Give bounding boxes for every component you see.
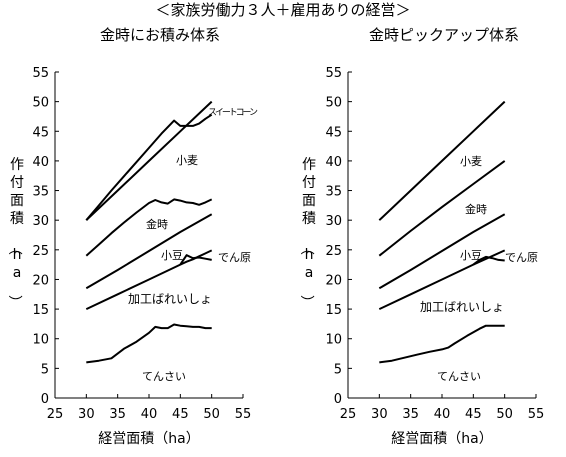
chart-panel-1: 金時にお積み体系 0 5 10 15 20 25 30 35 40 45 50 55 25 30 35 40 45… (6, 26, 258, 447)
series-line (379, 324, 505, 364)
series-label: 加工ばれいしょ (128, 292, 212, 306)
series-line (85, 213, 213, 290)
series-line (378, 213, 506, 290)
series-label: でん原 (505, 251, 538, 264)
y-tick-label: 0 (334, 392, 342, 407)
x-tick-label: 30 (371, 407, 388, 422)
y-tick-label: 40 (32, 155, 49, 170)
y-tick-label: 5 (334, 362, 342, 377)
y-axis-label: 作付面積（h a） (6, 157, 24, 309)
series-label: 金時 (465, 202, 487, 216)
y-tick-label: 50 (32, 96, 49, 111)
series-label: でん原 (218, 251, 251, 264)
series-label: 小麦 (460, 155, 482, 168)
series-label: 小豆 (161, 249, 183, 262)
x-tick-label: 25 (340, 407, 357, 422)
y-tick-label: 30 (32, 214, 49, 229)
series-label: てんさい (142, 370, 186, 383)
x-tick-label: 40 (434, 407, 451, 422)
y-tick-label: 10 (32, 333, 49, 348)
series-line (85, 100, 213, 221)
x-axis-label: 経営面積（ha） (391, 431, 492, 447)
x-tick-label: 55 (528, 407, 545, 422)
y-tick-label: 5 (41, 362, 49, 377)
series-line (378, 100, 506, 221)
y-tick-label: 45 (325, 125, 342, 140)
series-label: 小麦 (176, 154, 198, 167)
y-tick-label: 25 (32, 244, 49, 259)
y-tick-label: 30 (325, 214, 342, 229)
y-tick-label: 50 (325, 96, 342, 111)
chart-panel-2: 金時ピックアップ体系 0 5 10 15 20 25 30 35 40 45 50 55 25 30 35 40… (298, 26, 544, 447)
series-line (86, 323, 212, 364)
y-tick-label: 15 (32, 303, 49, 318)
series-line (85, 198, 213, 257)
chart-title: 金時ピックアップ体系 (369, 26, 519, 44)
main-title: ＜家族労働力３人＋雇用ありの経営＞ (155, 1, 411, 19)
chart-title: 金時にお積み体系 (100, 26, 220, 44)
y-tick-label: 35 (32, 185, 49, 200)
series-line (378, 249, 506, 311)
y-tick-label: 55 (32, 66, 49, 81)
series-label: てんさい (437, 370, 481, 383)
x-axis-label: 経営面積（ha） (98, 431, 199, 447)
series-line (85, 249, 213, 311)
y-tick-label: 40 (325, 155, 342, 170)
x-tick-label: 45 (172, 407, 189, 422)
x-tick-label: 50 (496, 407, 513, 422)
y-tick-label: 20 (325, 273, 342, 288)
x-tick-label: 25 (47, 407, 64, 422)
x-tick-label: 35 (109, 407, 126, 422)
series-label: 金時 (146, 217, 168, 231)
series-line (179, 254, 212, 266)
x-tick-label: 30 (78, 407, 95, 422)
x-tick-label: 35 (402, 407, 419, 422)
series-line (378, 160, 506, 257)
series-line (472, 255, 505, 266)
y-tick-label: 45 (32, 125, 49, 140)
series-label: 小豆 (460, 249, 482, 262)
series-line (85, 113, 213, 221)
y-axis-label: 作付面積（h a） (298, 157, 316, 309)
y-tick-label: 15 (325, 303, 342, 318)
series-label: 加工ばれいしょ (420, 300, 504, 314)
y-tick-label: 35 (325, 185, 342, 200)
x-tick-label: 40 (141, 407, 158, 422)
y-tick-label: 25 (325, 244, 342, 259)
y-tick-label: 20 (32, 273, 49, 288)
x-tick-label: 55 (235, 407, 252, 422)
y-tick-label: 0 (41, 392, 49, 407)
y-tick-label: 10 (325, 333, 342, 348)
x-tick-label: 50 (203, 407, 220, 422)
y-tick-label: 55 (325, 66, 342, 81)
series-label: スイートコーン (208, 108, 258, 118)
x-tick-label: 45 (465, 407, 482, 422)
